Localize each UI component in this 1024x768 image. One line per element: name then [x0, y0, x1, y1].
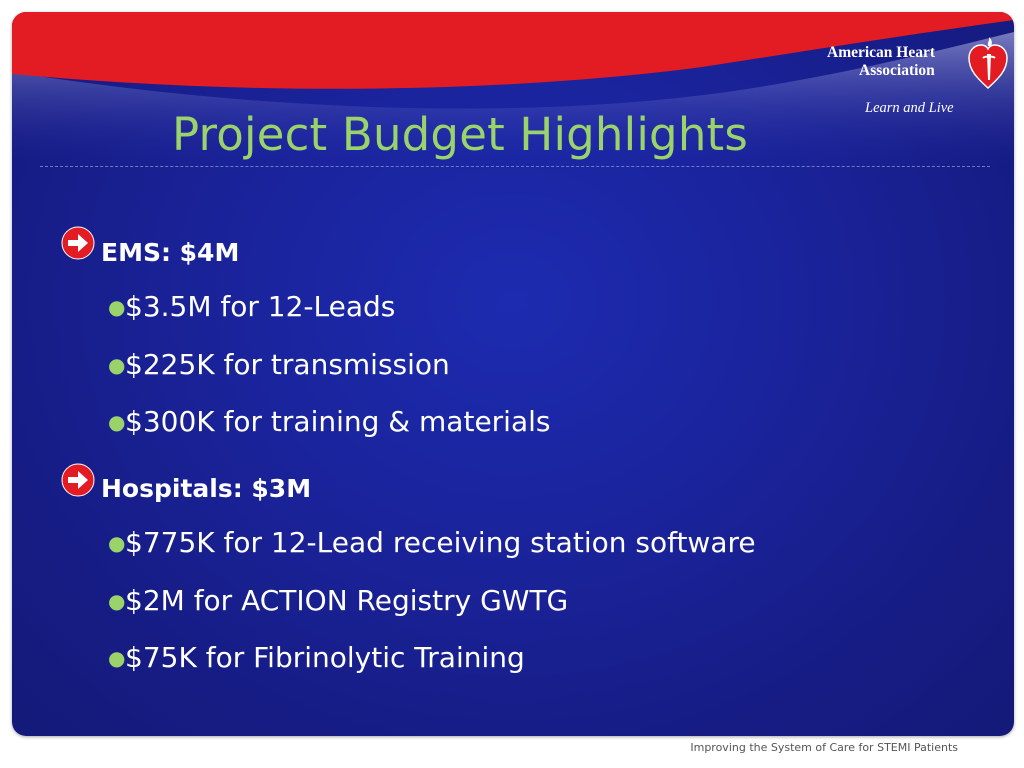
heart-torch-logo-icon	[968, 37, 1008, 90]
list-item: $75K for Fibrinolytic Training	[125, 641, 525, 674]
logo-tagline: Learn and Live	[865, 100, 954, 116]
section-heading: Hospitals: $3M	[101, 474, 312, 503]
red-arrow-bullet-icon	[61, 226, 95, 260]
footer-text: Improving the System of Care for STEMI P…	[690, 741, 958, 754]
green-dot-bullet-icon: ●	[108, 646, 126, 670]
green-dot-bullet-icon: ●	[108, 410, 126, 434]
logo-line-2: Association	[859, 62, 935, 79]
list-item: $225K for transmission	[125, 348, 450, 381]
section-heading: EMS: $4M	[101, 238, 240, 267]
red-arrow-bullet-icon	[61, 463, 95, 497]
red-header-swoosh	[12, 12, 1014, 162]
logo-line-1: American Heart	[827, 44, 936, 61]
title-divider	[40, 166, 990, 167]
green-dot-bullet-icon: ●	[108, 531, 126, 555]
list-item: $300K for training & materials	[125, 405, 551, 438]
green-dot-bullet-icon: ●	[108, 589, 126, 613]
list-item: $3.5M for 12-Leads	[125, 290, 396, 323]
list-item: $775K for 12-Lead receiving station soft…	[125, 526, 756, 559]
slide: Project Budget Highlights American Heart…	[12, 12, 1014, 736]
slide-content: EMS: $4M ● $3.5M for 12-Leads ● $225K fo…	[12, 12, 1014, 736]
green-dot-bullet-icon: ●	[108, 295, 126, 319]
list-item: $2M for ACTION Registry GWTG	[125, 584, 569, 617]
aha-logo: American Heart Association Learn and Liv…	[827, 36, 1008, 126]
green-dot-bullet-icon: ●	[108, 353, 126, 377]
page-title: Project Budget Highlights	[172, 108, 749, 161]
